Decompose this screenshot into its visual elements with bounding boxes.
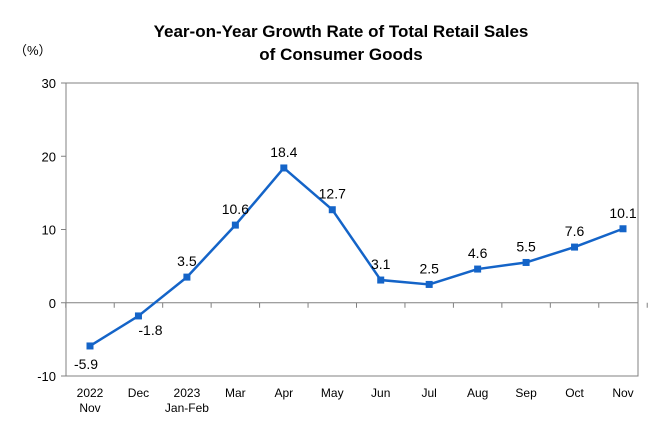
- x-tick-label: Apr: [274, 386, 293, 400]
- x-tick-label: Nov: [79, 401, 100, 415]
- data-point-marker: [231, 221, 239, 229]
- data-point-marker: [425, 280, 433, 288]
- chart-title: Year-on-Year Growth Rate of Total Retail…: [154, 22, 529, 41]
- data-point-marker: [571, 243, 579, 251]
- data-label: -1.8: [138, 322, 162, 338]
- data-point-marker: [86, 342, 94, 350]
- x-tick-label: Nov: [612, 386, 633, 400]
- y-tick-label: 30: [42, 76, 56, 91]
- chart-subtitle: of Consumer Goods: [259, 45, 422, 64]
- y-tick-label: -10: [37, 369, 56, 384]
- data-label: 2.5: [419, 260, 439, 276]
- data-label: -5.9: [74, 356, 98, 372]
- data-point-marker: [183, 273, 191, 281]
- data-label: 12.7: [319, 186, 346, 202]
- data-label: 10.6: [222, 201, 249, 217]
- data-label: 3.5: [177, 253, 197, 269]
- y-axis-unit: （%）: [14, 43, 52, 58]
- y-tick-label: 20: [42, 149, 56, 164]
- x-tick-label: Jul: [422, 386, 437, 400]
- x-tick-label: 2023: [174, 386, 201, 400]
- x-tick-label: 2022: [77, 386, 104, 400]
- data-point-marker: [134, 312, 142, 320]
- data-label: 18.4: [270, 144, 297, 160]
- x-tick-label: Jan-Feb: [165, 401, 209, 415]
- data-point-marker: [619, 225, 627, 233]
- x-tick-label: Oct: [565, 386, 584, 400]
- data-label: 10.1: [609, 205, 636, 221]
- data-point-marker: [280, 164, 288, 172]
- data-point-marker: [522, 258, 530, 266]
- x-tick-label: Sep: [515, 386, 537, 400]
- data-point-marker: [474, 265, 482, 273]
- data-label: 3.1: [371, 256, 391, 272]
- x-tick-label: May: [321, 386, 344, 400]
- data-label: 7.6: [565, 223, 585, 239]
- y-tick-label: 0: [49, 296, 56, 311]
- y-tick-label: 10: [42, 223, 56, 238]
- data-label: 5.5: [516, 238, 536, 254]
- x-tick-label: Aug: [467, 386, 488, 400]
- x-tick-label: Jun: [371, 386, 390, 400]
- series-line: [89, 166, 624, 348]
- x-tick-label: Mar: [225, 386, 246, 400]
- data-label: 4.6: [468, 245, 488, 261]
- data-point-marker: [377, 276, 385, 284]
- data-point-marker: [328, 206, 336, 214]
- x-tick-label: Dec: [128, 386, 149, 400]
